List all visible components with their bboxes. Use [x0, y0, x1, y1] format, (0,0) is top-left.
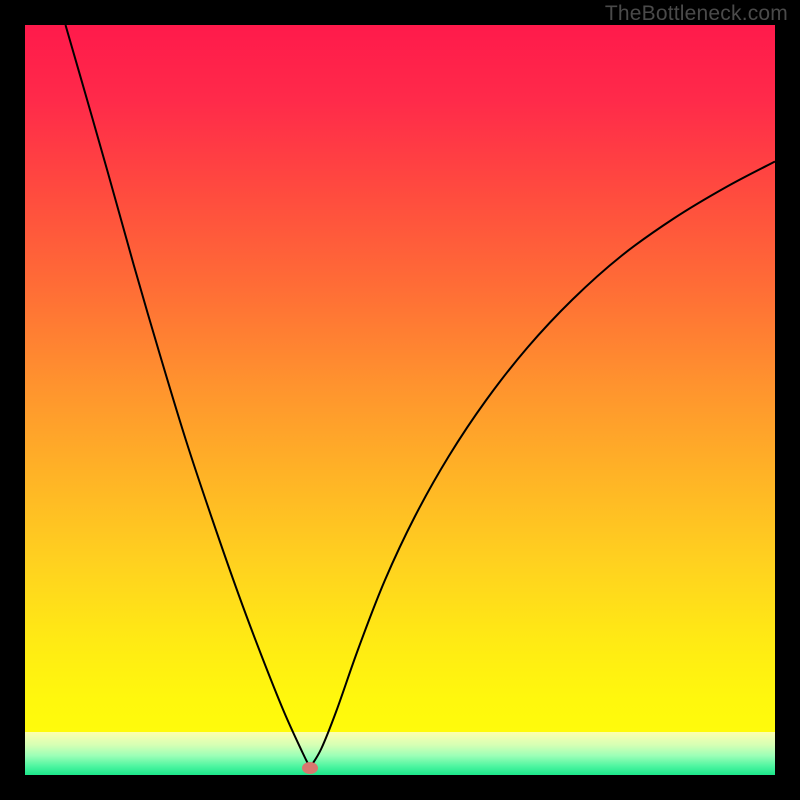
bottleneck-chart: TheBottleneck.com — [0, 0, 800, 800]
optimal-point-marker — [302, 762, 318, 774]
watermark-text: TheBottleneck.com — [605, 2, 788, 26]
plot-area — [25, 25, 775, 775]
curve-right-branch — [310, 162, 775, 768]
bottleneck-curve — [25, 25, 775, 775]
curve-left-branch — [66, 25, 311, 768]
